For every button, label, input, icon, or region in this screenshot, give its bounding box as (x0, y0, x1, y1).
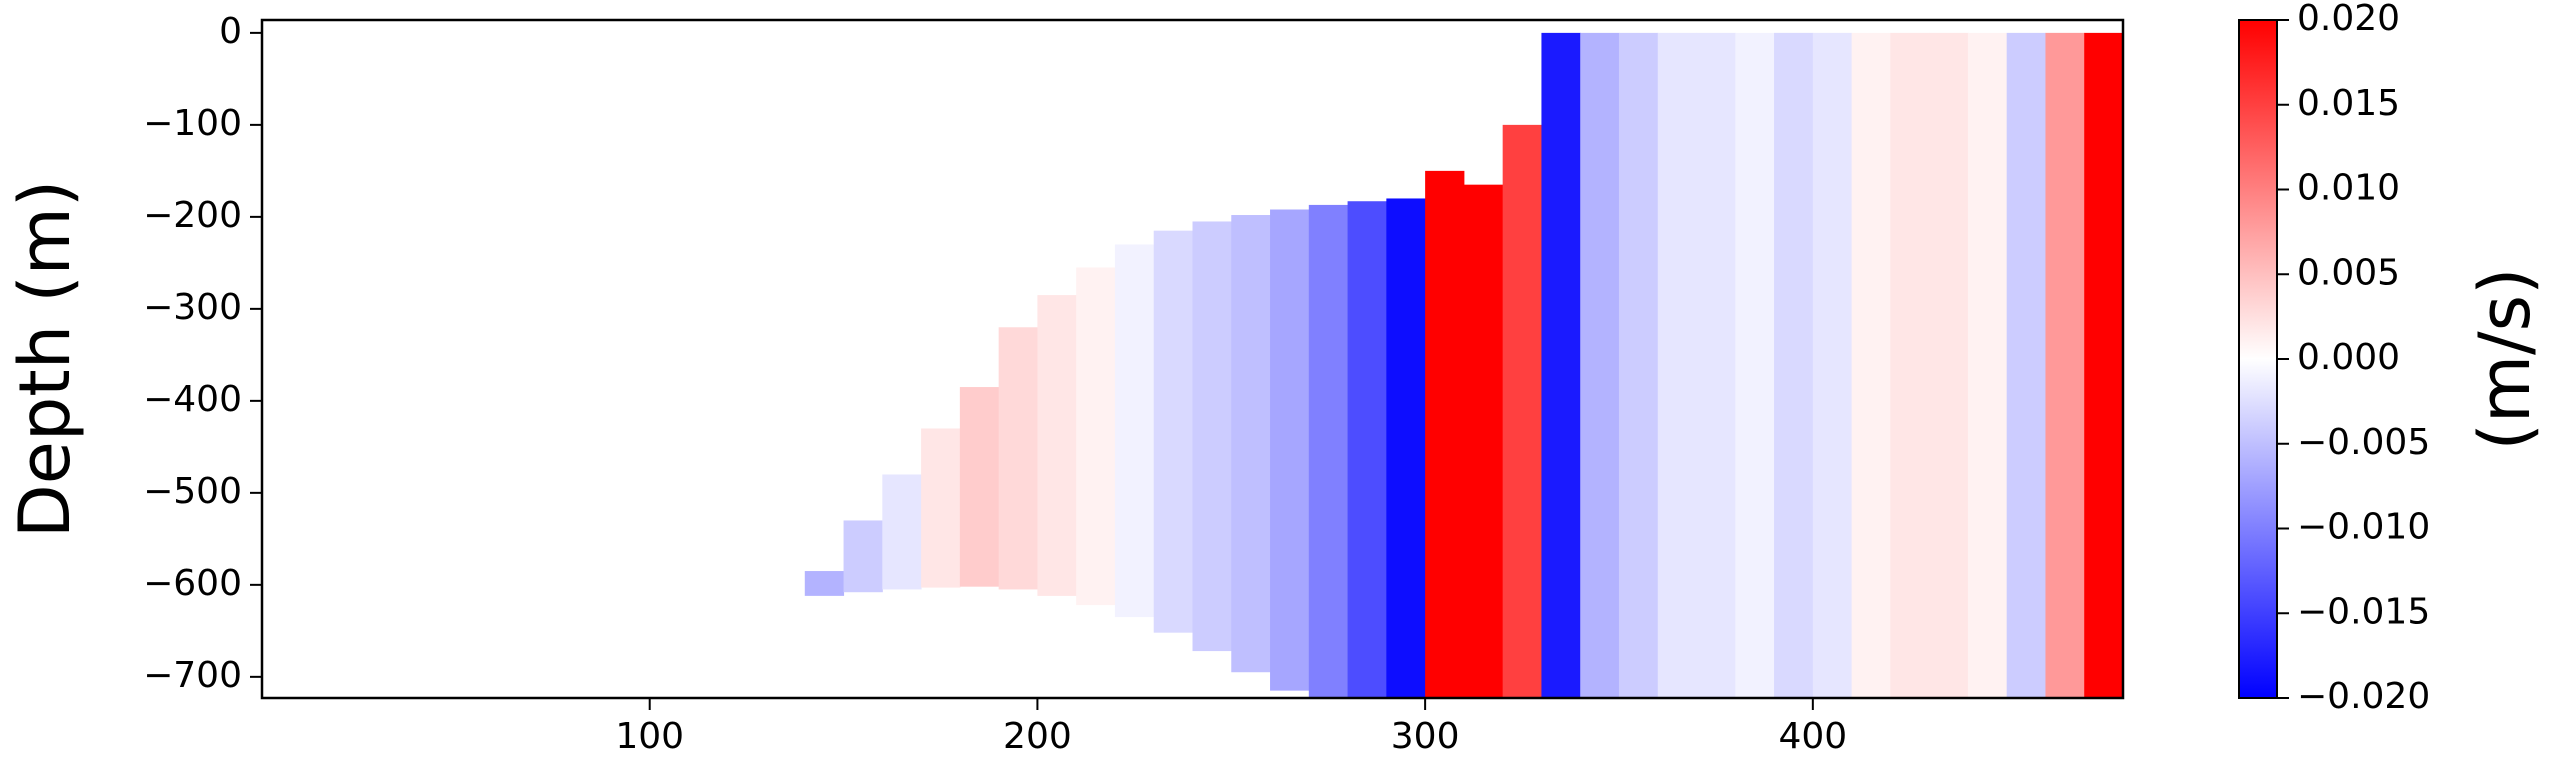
colorbar-tick-label: 0.005 (2297, 252, 2400, 293)
cell (1502, 124, 1542, 699)
cell (1657, 32, 1698, 698)
x-tick-label: 400 (1778, 716, 1847, 757)
y-tick-label: −100 (143, 103, 242, 144)
cell (804, 571, 845, 596)
cell (2045, 32, 2085, 698)
y-tick-label: −400 (143, 379, 242, 420)
cell (1037, 295, 1077, 596)
cell (1967, 32, 2008, 698)
cell (882, 474, 922, 590)
y-tick-label: −700 (143, 655, 242, 696)
x-tick-label: 100 (615, 716, 684, 757)
cell (1696, 32, 1736, 698)
cell (921, 428, 961, 588)
cell (1774, 32, 1814, 698)
y-axis-label: Depth (m) (4, 180, 86, 538)
cell (998, 327, 1038, 590)
colorbar (2238, 19, 2278, 699)
cell (1735, 32, 1775, 698)
cell (1076, 267, 1116, 606)
colorbar-tick-label: 0.020 (2297, 0, 2400, 39)
cell (1541, 32, 1581, 698)
x-tick-label: 300 (1391, 716, 1460, 757)
y-tick-label: 0 (219, 11, 242, 52)
x-tick-label: 200 (1003, 716, 1072, 757)
y-tick-label: −300 (143, 287, 242, 328)
cell (1812, 32, 1853, 698)
cell (1463, 184, 1504, 698)
cell (1153, 230, 1193, 633)
y-tick-label: −600 (143, 563, 242, 604)
cell (1308, 204, 1349, 698)
y-tick-label: −200 (143, 195, 242, 236)
y-tick-label: −500 (143, 471, 242, 512)
colorbar-label: (m/s) (2464, 268, 2546, 451)
cell (1231, 215, 1271, 673)
cell (2084, 32, 2124, 698)
cell (1580, 32, 1620, 698)
cell (1851, 32, 1891, 698)
plot-frame (260, 18, 2125, 700)
cell (959, 387, 1000, 587)
cell (1347, 201, 1387, 698)
cell (843, 520, 883, 593)
cell (1929, 32, 1969, 698)
colorbar-tick-label: −0.005 (2297, 422, 2430, 463)
colorbar-tick-label: −0.020 (2297, 676, 2430, 717)
field (804, 32, 2124, 699)
cell (1192, 221, 1232, 652)
colorbar-tick-label: −0.010 (2297, 507, 2430, 548)
cell (1114, 244, 1155, 618)
cell (1270, 209, 1310, 691)
cell (1425, 170, 1465, 698)
cell (2006, 32, 2046, 698)
cell (1890, 32, 1930, 698)
colorbar-tick-label: 0.000 (2297, 337, 2400, 378)
colorbar-tick-label: −0.015 (2297, 591, 2430, 632)
colorbar-tick-label: 0.010 (2297, 168, 2400, 209)
cell (1618, 32, 1659, 698)
colorbar-tick-label: 0.015 (2297, 83, 2400, 124)
cell (1386, 198, 1426, 698)
